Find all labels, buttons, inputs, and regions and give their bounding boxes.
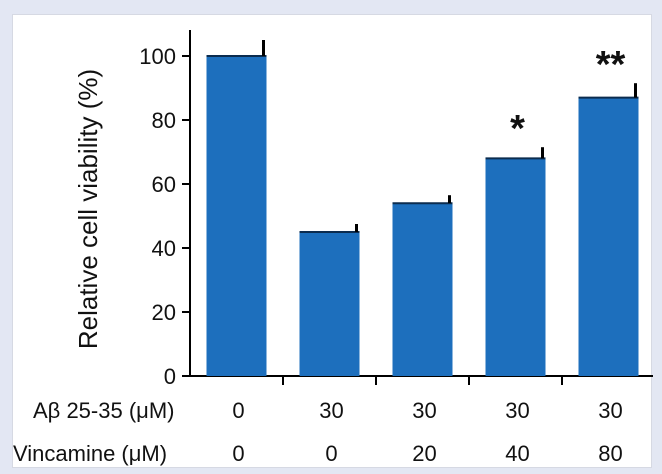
bar [299,232,360,376]
y-tick-label: 20 [152,300,176,325]
condition-value: 20 [412,441,436,466]
y-tick-label: 80 [152,108,176,133]
y-tick-label: 100 [139,44,176,69]
bar [485,158,546,376]
condition-value: 0 [325,441,337,466]
condition-row-label: Vincamine (μM) [13,441,167,466]
condition-value: 0 [232,441,244,466]
y-axis-label: Relative cell viability (%) [73,69,103,349]
condition-value: 30 [598,398,622,423]
significance-mark: * [510,108,525,150]
y-tick-label: 0 [164,364,176,389]
condition-value: 30 [412,398,436,423]
bar [578,97,639,376]
bar [392,203,453,376]
condition-value: 0 [232,398,244,423]
condition-value: 30 [505,398,529,423]
significance-mark: ** [596,44,626,86]
y-tick-label: 60 [152,172,176,197]
condition-value: 30 [319,398,343,423]
condition-value: 80 [598,441,622,466]
y-tick-label: 40 [152,236,176,261]
chart-frame: Relative cell viability (%) 0 20 40 60 80 100… [12,14,653,468]
bar-chart: Relative cell viability (%) 0 20 40 60 80 100… [13,30,653,466]
condition-value: 40 [505,441,529,466]
bar [206,56,267,376]
condition-row-label: Aβ 25-35 (μM) [33,398,174,423]
